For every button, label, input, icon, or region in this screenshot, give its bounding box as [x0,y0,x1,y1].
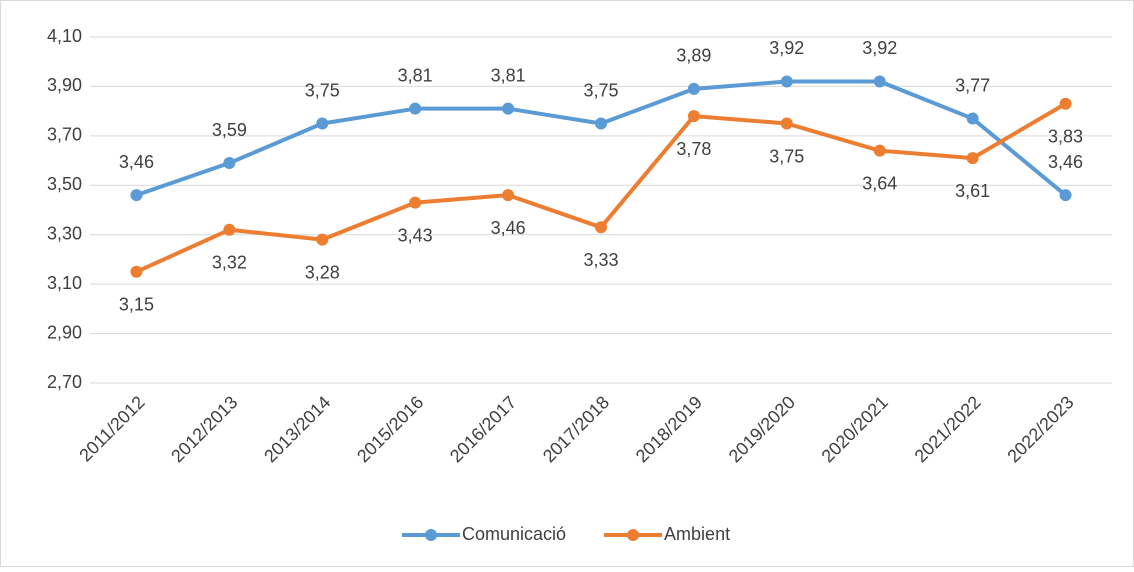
point-marker [223,157,236,170]
point-marker [502,189,515,202]
data-label: 3,43 [398,225,433,245]
y-tick-label: 3,50 [47,174,82,194]
data-label: 3,46 [1048,152,1083,172]
data-label: 3,46 [491,218,526,238]
point-marker [316,233,329,246]
legend-label: Comunicació [462,524,566,544]
y-tick-label: 2,70 [47,372,82,392]
data-label: 3,15 [119,295,154,315]
y-tick-label: 3,70 [47,125,82,145]
point-marker [966,152,979,165]
point-marker [780,75,793,88]
y-tick-label: 3,30 [47,223,82,243]
point-marker [502,102,515,115]
data-label: 3,33 [583,250,618,270]
data-label: 3,83 [1048,126,1083,146]
point-marker [1059,189,1072,202]
point-marker [409,196,422,209]
y-tick-label: 4,10 [47,26,82,46]
legend-marker [425,529,437,541]
point-marker [130,265,143,278]
point-marker [873,75,886,88]
data-label: 3,75 [583,80,618,100]
y-tick-label: 2,90 [47,322,82,342]
point-marker [966,112,979,125]
data-label: 3,59 [212,120,247,140]
point-marker [780,117,793,130]
legend-label: Ambient [664,524,730,544]
point-marker [409,102,422,115]
data-label: 3,89 [676,46,711,66]
data-label: 3,61 [955,181,990,201]
data-label: 3,28 [305,262,340,282]
data-label: 3,92 [769,38,804,58]
y-tick-label: 3,90 [47,75,82,95]
point-marker [316,117,329,130]
point-marker [595,117,607,130]
point-marker [130,189,143,202]
point-marker [1059,97,1072,110]
legend-marker [627,529,640,541]
point-marker [223,223,236,236]
point-marker [687,110,700,123]
point-marker [873,144,886,157]
data-label: 3,64 [862,173,897,193]
y-tick-label: 3,10 [47,273,82,293]
point-marker [687,82,700,95]
data-label: 3,75 [305,80,340,100]
data-label: 3,32 [212,253,247,273]
data-label: 3,77 [955,75,990,95]
point-marker [595,221,607,234]
data-label: 3,75 [769,146,804,166]
data-label: 3,81 [491,65,526,85]
data-label: 3,92 [862,38,897,58]
data-label: 3,81 [398,65,433,85]
data-label: 3,78 [676,139,711,159]
data-label: 3,46 [119,152,154,172]
